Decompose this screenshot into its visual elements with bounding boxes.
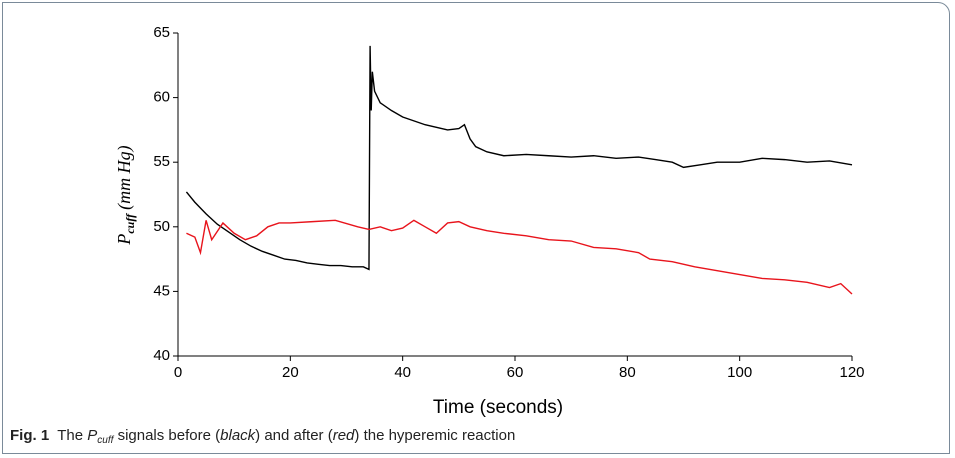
- chart: Time (seconds) Pcuff (mm Hg) 40 45 50 55 60 65…: [114, 24, 864, 418]
- caption-text: ) and after (: [255, 427, 333, 444]
- caption-text: red: [332, 427, 355, 444]
- caption-text: black: [220, 427, 256, 444]
- line-series: [185, 45, 853, 271]
- x-tick-label: 0: [174, 364, 182, 381]
- x-tick-label: 40: [394, 364, 411, 381]
- y-tick-label: 50: [153, 218, 170, 235]
- x-tick-label: 80: [619, 364, 636, 381]
- caption: Fig. 1 The Pcuff signals before (black) …: [10, 427, 515, 446]
- x-tick-label: 100: [727, 364, 752, 381]
- y-tick-label: 60: [153, 89, 170, 106]
- caption-label: Fig. 1: [10, 427, 50, 444]
- y-tick-label: 45: [153, 282, 170, 299]
- x-tick-label: 120: [839, 364, 864, 381]
- y-tick-label: 40: [153, 347, 170, 364]
- y-axis-label: Pcuff (mm Hg): [114, 145, 137, 245]
- x-tick-label: 20: [282, 364, 299, 381]
- caption-text: ) the hyperemic reaction: [354, 427, 516, 444]
- y-tick-label: 65: [153, 24, 170, 41]
- y-label-unit: (mm Hg): [114, 145, 135, 210]
- caption-text: signals before (: [113, 427, 221, 444]
- x-axis-label: Time (seconds): [433, 397, 563, 418]
- line-series: [186, 219, 853, 295]
- caption-text: P: [87, 427, 98, 444]
- x-tick-label: 60: [507, 364, 524, 381]
- y-label-subscript: cuff: [123, 213, 137, 234]
- figure-frame: [2, 2, 950, 454]
- y-tick-label: 55: [153, 153, 170, 170]
- y-label-symbol: P: [114, 234, 134, 246]
- caption-text: cuff: [97, 435, 114, 446]
- caption-text: The: [57, 427, 88, 444]
